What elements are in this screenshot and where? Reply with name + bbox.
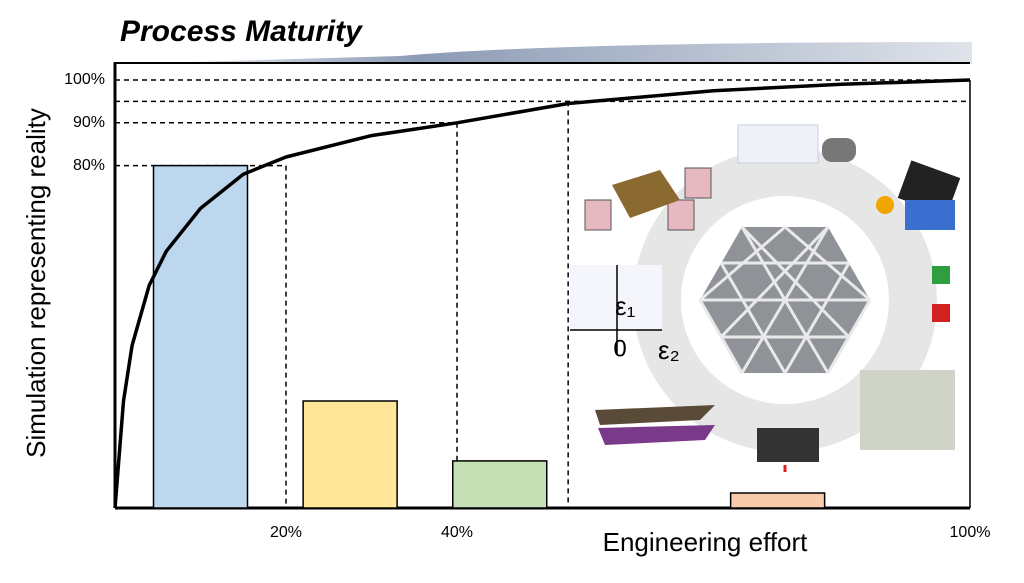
chart-title: Process Maturity <box>120 15 363 48</box>
bar <box>302 400 398 509</box>
annotation: 0 <box>613 335 626 362</box>
illustration <box>570 124 961 472</box>
y-tick-label: 80% <box>73 157 105 174</box>
maturity-curve <box>113 78 971 509</box>
y-tick-label: 100% <box>64 71 105 88</box>
x-tick-label: 100% <box>950 524 991 541</box>
y-tick-label: 90% <box>73 114 105 131</box>
maturity-wedge <box>120 42 972 64</box>
annotation: ε₂ <box>658 335 680 365</box>
y-axis-label: Simulation representing reality <box>21 108 51 458</box>
bar <box>152 164 249 509</box>
x-tick-label: 40% <box>441 524 473 541</box>
x-axis-label: Engineering effort <box>603 527 809 557</box>
bar <box>452 460 548 509</box>
x-tick-label: 20% <box>270 524 302 541</box>
annotation: ε₁ <box>615 291 636 321</box>
bar <box>729 492 826 509</box>
